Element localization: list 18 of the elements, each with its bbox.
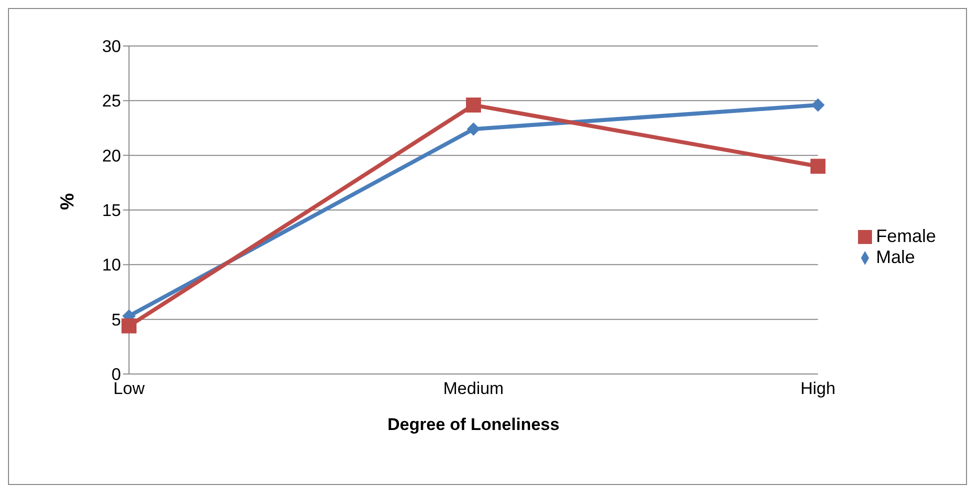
x-tick-label: Low <box>113 379 146 398</box>
x-tick-label: Medium <box>443 379 504 398</box>
y-tick-label: 10 <box>102 256 121 275</box>
x-tick-label: High <box>800 379 836 398</box>
legend-label: Male <box>876 246 915 266</box>
legend-label: Female <box>876 226 936 246</box>
y-tick-label: 20 <box>102 146 121 166</box>
y-tick-label: 25 <box>102 92 121 111</box>
point <box>810 158 826 174</box>
x-axis-title: Degree of Loneliness <box>388 415 560 434</box>
y-tick-label: 30 <box>102 37 121 56</box>
point <box>122 318 136 334</box>
point <box>466 98 481 113</box>
y-axis-title: % <box>58 193 79 210</box>
y-tick-label: 15 <box>102 201 121 220</box>
point <box>811 98 824 112</box>
point <box>466 122 480 136</box>
y-tick-label: 5 <box>112 310 121 330</box>
